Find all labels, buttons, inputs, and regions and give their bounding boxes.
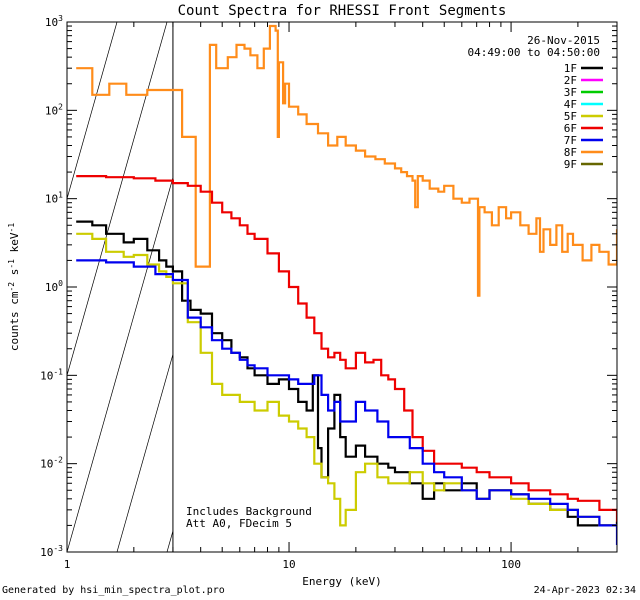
time-range-label: 04:49:00 to 04:50:00 (468, 46, 600, 59)
hatched-region (67, 22, 640, 552)
hatch-line (67, 22, 168, 377)
y-tick-label: 10-2 (40, 456, 63, 471)
chart-title: Count Spectra for RHESSI Front Segments (178, 3, 507, 19)
y-tick-label: 101 (45, 191, 63, 206)
x-tick-label: 100 (501, 558, 521, 571)
series-6F (76, 175, 617, 526)
legend-label-3F: 3F (564, 86, 577, 99)
footer-generated-by: Generated by hsi_min_spectra_plot.pro (2, 585, 225, 596)
legend-label-1F: 1F (564, 62, 577, 75)
legend-label-6F: 6F (564, 122, 577, 135)
legend-label-9F: 9F (564, 158, 577, 171)
x-tick-label: 10 (282, 558, 295, 571)
series-1F (76, 220, 617, 527)
y-tick-label: 100 (45, 279, 63, 294)
y-axis: 10-3 10-2 10-1 100 101 102 103 (40, 14, 617, 559)
plot-frame (66, 21, 618, 553)
x-axis: 1 10 100 (64, 22, 618, 571)
legend-label-7F: 7F (564, 134, 577, 147)
hatch-line (116, 353, 173, 552)
legend-label-4F: 4F (564, 98, 577, 111)
legend-label-8F: 8F (564, 146, 577, 159)
footer-timestamp: 24-Apr-2023 02:34 (533, 585, 636, 596)
y-tick-label: 10-3 (40, 544, 63, 559)
series-5F (76, 232, 617, 530)
y-axis-label: counts cm-2 s-1 keV-1 (7, 223, 21, 351)
series-7F (76, 259, 617, 545)
hatch-line (517, 22, 640, 552)
y-tick-label: 102 (45, 102, 63, 117)
series-layer (76, 24, 617, 545)
x-axis-label: Energy (keV) (302, 575, 381, 588)
hatch-line (67, 176, 173, 552)
hatch-line (67, 22, 118, 200)
legend-label-2F: 2F (564, 74, 577, 87)
y-tick-label: 10-1 (40, 367, 63, 382)
hatch-line (617, 22, 640, 552)
series-8F (76, 24, 617, 297)
legend-label-5F: 5F (564, 110, 577, 123)
annotation-attenuator: Att A0, FDecim 5 (186, 517, 292, 530)
hatch-line (567, 22, 640, 552)
x-tick-label: 1 (64, 558, 71, 571)
annotation-background: Includes Background (186, 505, 312, 518)
y-tick-label: 103 (45, 14, 63, 29)
date-label: 26-Nov-2015 (527, 34, 600, 47)
